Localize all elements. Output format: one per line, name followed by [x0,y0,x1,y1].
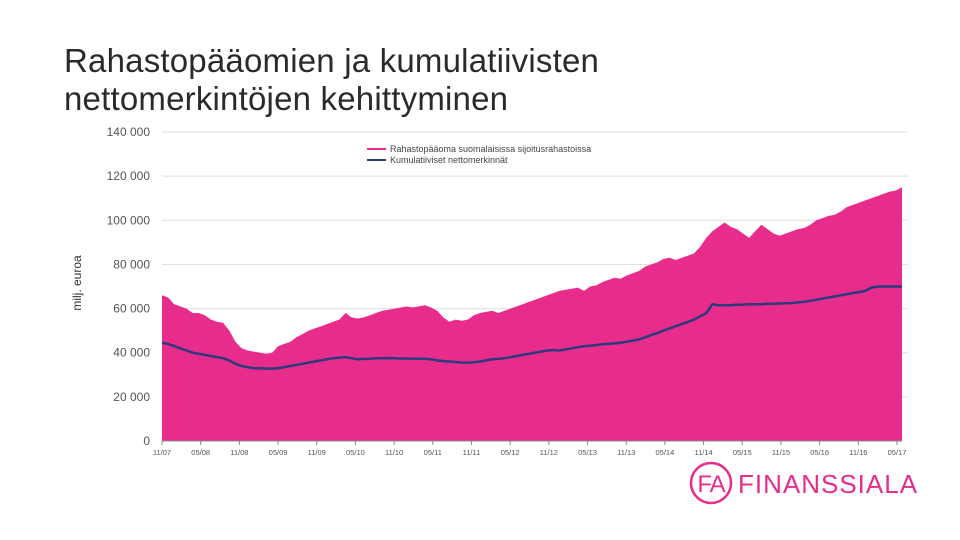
area-series-fund-capital [162,187,902,441]
y-axis-label: milj. euroa [70,255,84,311]
x-tick-label: 05/08 [191,448,210,457]
y-axis-ticks: 0 20 000 40 000 60 000 80 000 100 000 120 000 1… [107,125,151,448]
y-tick-label: 100 000 [107,213,151,227]
line-series-net-subscriptions [161,285,902,370]
x-tick-label: 05/11 [424,448,442,457]
y-tick-label: 0 [143,434,150,448]
legend: Rahastopääoma suomalaisissa sijoitusraha… [367,144,591,165]
legend-label-net-subscriptions: Kumulatiiviset nettomerkinnät [390,155,508,165]
x-tick-label: 11/11 [463,448,481,457]
x-tick-label: 05/16 [810,448,829,457]
x-tick-label: 05/09 [269,448,288,457]
legend-label-fund-capital: Rahastopääoma suomalaisissa sijoitusraha… [390,144,591,154]
x-tick-label: 05/12 [501,448,520,457]
x-tick-label: 11/13 [617,448,635,457]
y-tick-label: 40 000 [113,346,150,360]
x-tick-label: 05/13 [578,448,597,457]
x-tick-label: 05/10 [346,448,365,457]
brand-ring-icon [689,461,733,505]
x-axis-ticks: 11/07 05/08 11/08 05/09 11/09 05/10 11/10 05/11… [153,441,907,457]
x-tick-label: 05/17 [888,448,907,457]
x-tick-label: 05/15 [733,448,752,457]
y-tick-label: 120 000 [107,169,151,183]
x-tick-label: 11/15 [772,448,790,457]
brand-mark: FA [697,471,725,498]
brand-name: FINANSSIALA [738,469,918,499]
title-line-2: nettomerkintöjen kehittyminen [64,80,509,117]
x-tick-label: 11/10 [385,448,403,457]
x-tick-label: 11/08 [230,448,248,457]
x-tick-label: 11/14 [694,448,712,457]
y-tick-label: 60 000 [113,302,150,316]
y-tick-label: 80 000 [113,257,150,271]
x-tick-label: 11/09 [308,448,326,457]
x-tick-label: 11/12 [540,448,558,457]
brand-logo: FA FINANSSIALA [689,461,918,505]
y-tick-label: 140 000 [107,125,151,139]
page-title: Rahastopääomien ja kumulatiivisten netto… [64,42,764,118]
x-tick-label: 11/16 [849,448,867,457]
x-tick-label: 05/14 [656,448,675,457]
title-line-1: Rahastopääomien ja kumulatiivisten [64,42,600,79]
x-tick-label: 11/07 [153,448,171,457]
y-tick-label: 20 000 [113,390,150,404]
